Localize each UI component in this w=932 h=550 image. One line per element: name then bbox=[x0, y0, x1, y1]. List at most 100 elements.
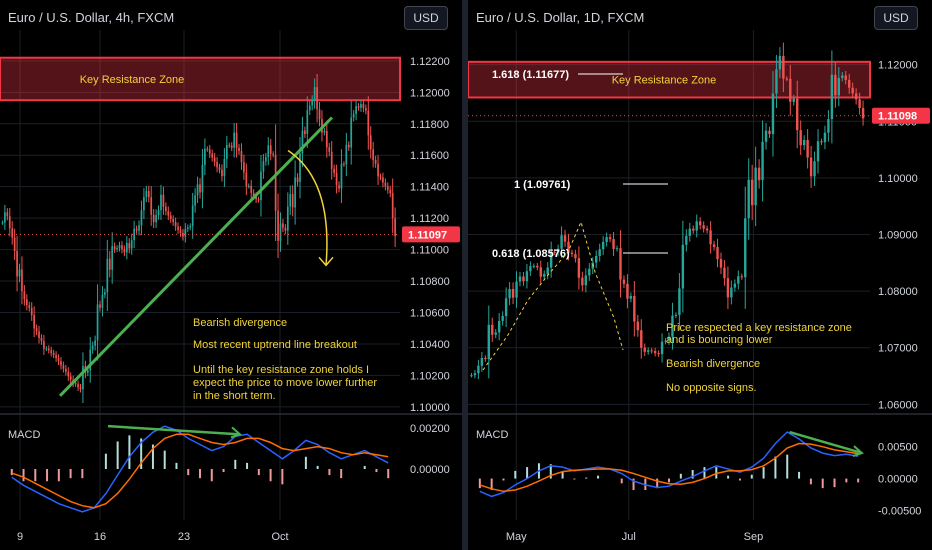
candle-body-right-54 bbox=[657, 353, 660, 355]
chart-panel-right[interactable]: Key Resistance Zone 1.618 (1.11677) 1 (1.0… bbox=[468, 0, 932, 550]
candle-body-left-36 bbox=[89, 349, 92, 371]
candle-body-right-63 bbox=[688, 228, 692, 236]
candle-body-left-88 bbox=[216, 161, 218, 168]
candle-body-right-39 bbox=[605, 237, 608, 242]
candle-body-left-154 bbox=[377, 163, 379, 177]
currency-button-right[interactable]: USD bbox=[874, 6, 918, 30]
macd-y-tick-right-0: 0.00500 bbox=[878, 442, 918, 454]
candle-body-left-89 bbox=[218, 167, 221, 170]
price-badge-bg-left bbox=[402, 226, 460, 243]
candle-body-right-97 bbox=[806, 140, 809, 158]
candle-body-left-73 bbox=[179, 229, 182, 234]
candle-body-right-25 bbox=[556, 248, 560, 253]
candle-body-right-101 bbox=[820, 141, 823, 143]
candle-body-right-57 bbox=[667, 336, 671, 341]
candle-body-right-16 bbox=[525, 271, 529, 282]
candle-body-left-151 bbox=[369, 135, 372, 150]
candle-body-left-120 bbox=[294, 177, 296, 208]
candle-body-right-75 bbox=[730, 287, 733, 298]
candle-body-right-58 bbox=[671, 315, 674, 337]
macd-line-left bbox=[11, 425, 389, 513]
candle-body-right-96 bbox=[802, 140, 806, 146]
candle-body-left-79 bbox=[194, 195, 196, 206]
candle-body-left-51 bbox=[125, 242, 128, 253]
candle-body-right-47 bbox=[633, 296, 636, 322]
candle-body-left-55 bbox=[135, 228, 138, 231]
annotation-left-2: Until the key resistance zone holds I bbox=[193, 364, 369, 376]
candle-body-left-64 bbox=[157, 210, 160, 216]
candle-body-left-152 bbox=[372, 149, 375, 160]
fib-label-1: 1 (1.09761) bbox=[514, 179, 571, 191]
x-tick-right-2: Sep bbox=[744, 531, 764, 543]
candle-body-left-56 bbox=[138, 225, 140, 231]
macd-divergence-arrow-right bbox=[852, 445, 864, 458]
candle-body-left-83 bbox=[204, 148, 206, 165]
candle-body-right-107 bbox=[841, 75, 844, 78]
candle-body-right-99 bbox=[813, 161, 816, 177]
candle-body-right-105 bbox=[834, 74, 837, 96]
candle-body-right-32 bbox=[581, 277, 584, 286]
y-tick-left-6: 1.11000 bbox=[410, 245, 449, 257]
candle-body-left-70 bbox=[172, 218, 175, 223]
macd-y-tick-right-1: 0.00000 bbox=[878, 474, 918, 486]
candle-body-right-64 bbox=[692, 228, 695, 231]
macd-divergence-arrow-left bbox=[230, 426, 242, 439]
candle-body-left-132 bbox=[323, 130, 326, 133]
candle-body-left-116 bbox=[284, 227, 287, 231]
candle-body-right-72 bbox=[719, 259, 723, 268]
candle-body-left-61 bbox=[150, 197, 153, 215]
candle-body-right-30 bbox=[574, 254, 577, 259]
candle-body-right-15 bbox=[522, 276, 525, 282]
candle-body-right-104 bbox=[830, 74, 834, 120]
candle-body-left-150 bbox=[367, 110, 370, 136]
candle-body-left-99 bbox=[243, 162, 245, 173]
candle-body-right-24 bbox=[553, 251, 556, 253]
candle-body-right-18 bbox=[532, 265, 536, 267]
candle-body-left-63 bbox=[155, 215, 157, 223]
candle-body-left-93 bbox=[228, 145, 231, 147]
y-tick-left-0: 1.12200 bbox=[410, 56, 450, 68]
candle-body-left-62 bbox=[152, 214, 155, 223]
candle-body-left-28 bbox=[69, 376, 72, 380]
chart-left-svg[interactable]: Key Resistance Zone Bearish divergence Mos… bbox=[0, 0, 462, 550]
candle-body-left-37 bbox=[91, 345, 94, 350]
candle-body-right-41 bbox=[612, 239, 615, 249]
candle-body-left-0 bbox=[1, 222, 4, 224]
candle-body-right-98 bbox=[809, 157, 813, 177]
candle-body-left-67 bbox=[165, 206, 167, 211]
chart-panel-left[interactable]: Key Resistance Zone Bearish divergence Mos… bbox=[0, 0, 462, 550]
candle-body-right-50 bbox=[643, 347, 646, 352]
candle-body-right-113 bbox=[861, 107, 865, 119]
candle-body-right-73 bbox=[723, 267, 726, 279]
signal-line-right bbox=[479, 442, 859, 493]
y-tick-left-2: 1.11800 bbox=[410, 119, 449, 131]
candle-body-right-8 bbox=[497, 320, 501, 333]
y-tick-right-5: 1.07000 bbox=[878, 343, 918, 355]
macd-y-tick-left-1: 0.00000 bbox=[410, 464, 450, 476]
candle-body-left-103 bbox=[252, 192, 255, 197]
y-tick-right-6: 1.06000 bbox=[878, 399, 918, 411]
candle-body-left-92 bbox=[225, 145, 228, 159]
candle-body-right-38 bbox=[601, 241, 605, 250]
candle-body-left-160 bbox=[391, 193, 394, 219]
panel-divider[interactable] bbox=[462, 0, 468, 550]
chart-right-svg[interactable]: Key Resistance Zone 1.618 (1.11677) 1 (1.0… bbox=[468, 0, 932, 550]
currency-button-left[interactable]: USD bbox=[404, 6, 448, 30]
candle-body-right-29 bbox=[570, 252, 574, 255]
fib-label-2: 0.618 (1.08576) bbox=[492, 248, 570, 260]
candle-body-right-27 bbox=[563, 235, 567, 242]
resistance-zone-label-left: Key Resistance Zone bbox=[80, 74, 185, 86]
candle-body-left-158 bbox=[386, 186, 389, 190]
x-tick-right-0: May bbox=[506, 531, 527, 543]
candle-body-right-87 bbox=[771, 93, 775, 135]
price-badge-right: 1.11098 bbox=[878, 111, 917, 123]
x-tick-right-1: Jul bbox=[622, 531, 636, 543]
x-tick-left-0: 9 bbox=[17, 531, 23, 543]
candle-body-left-22 bbox=[55, 354, 57, 359]
candle-body-left-20 bbox=[50, 350, 53, 354]
candle-body-right-70 bbox=[712, 244, 716, 248]
candle-body-right-90 bbox=[782, 56, 785, 79]
candle-body-right-45 bbox=[626, 283, 629, 299]
candle-body-right-110 bbox=[851, 87, 854, 94]
price-badge-left: 1.11097 bbox=[408, 229, 447, 241]
